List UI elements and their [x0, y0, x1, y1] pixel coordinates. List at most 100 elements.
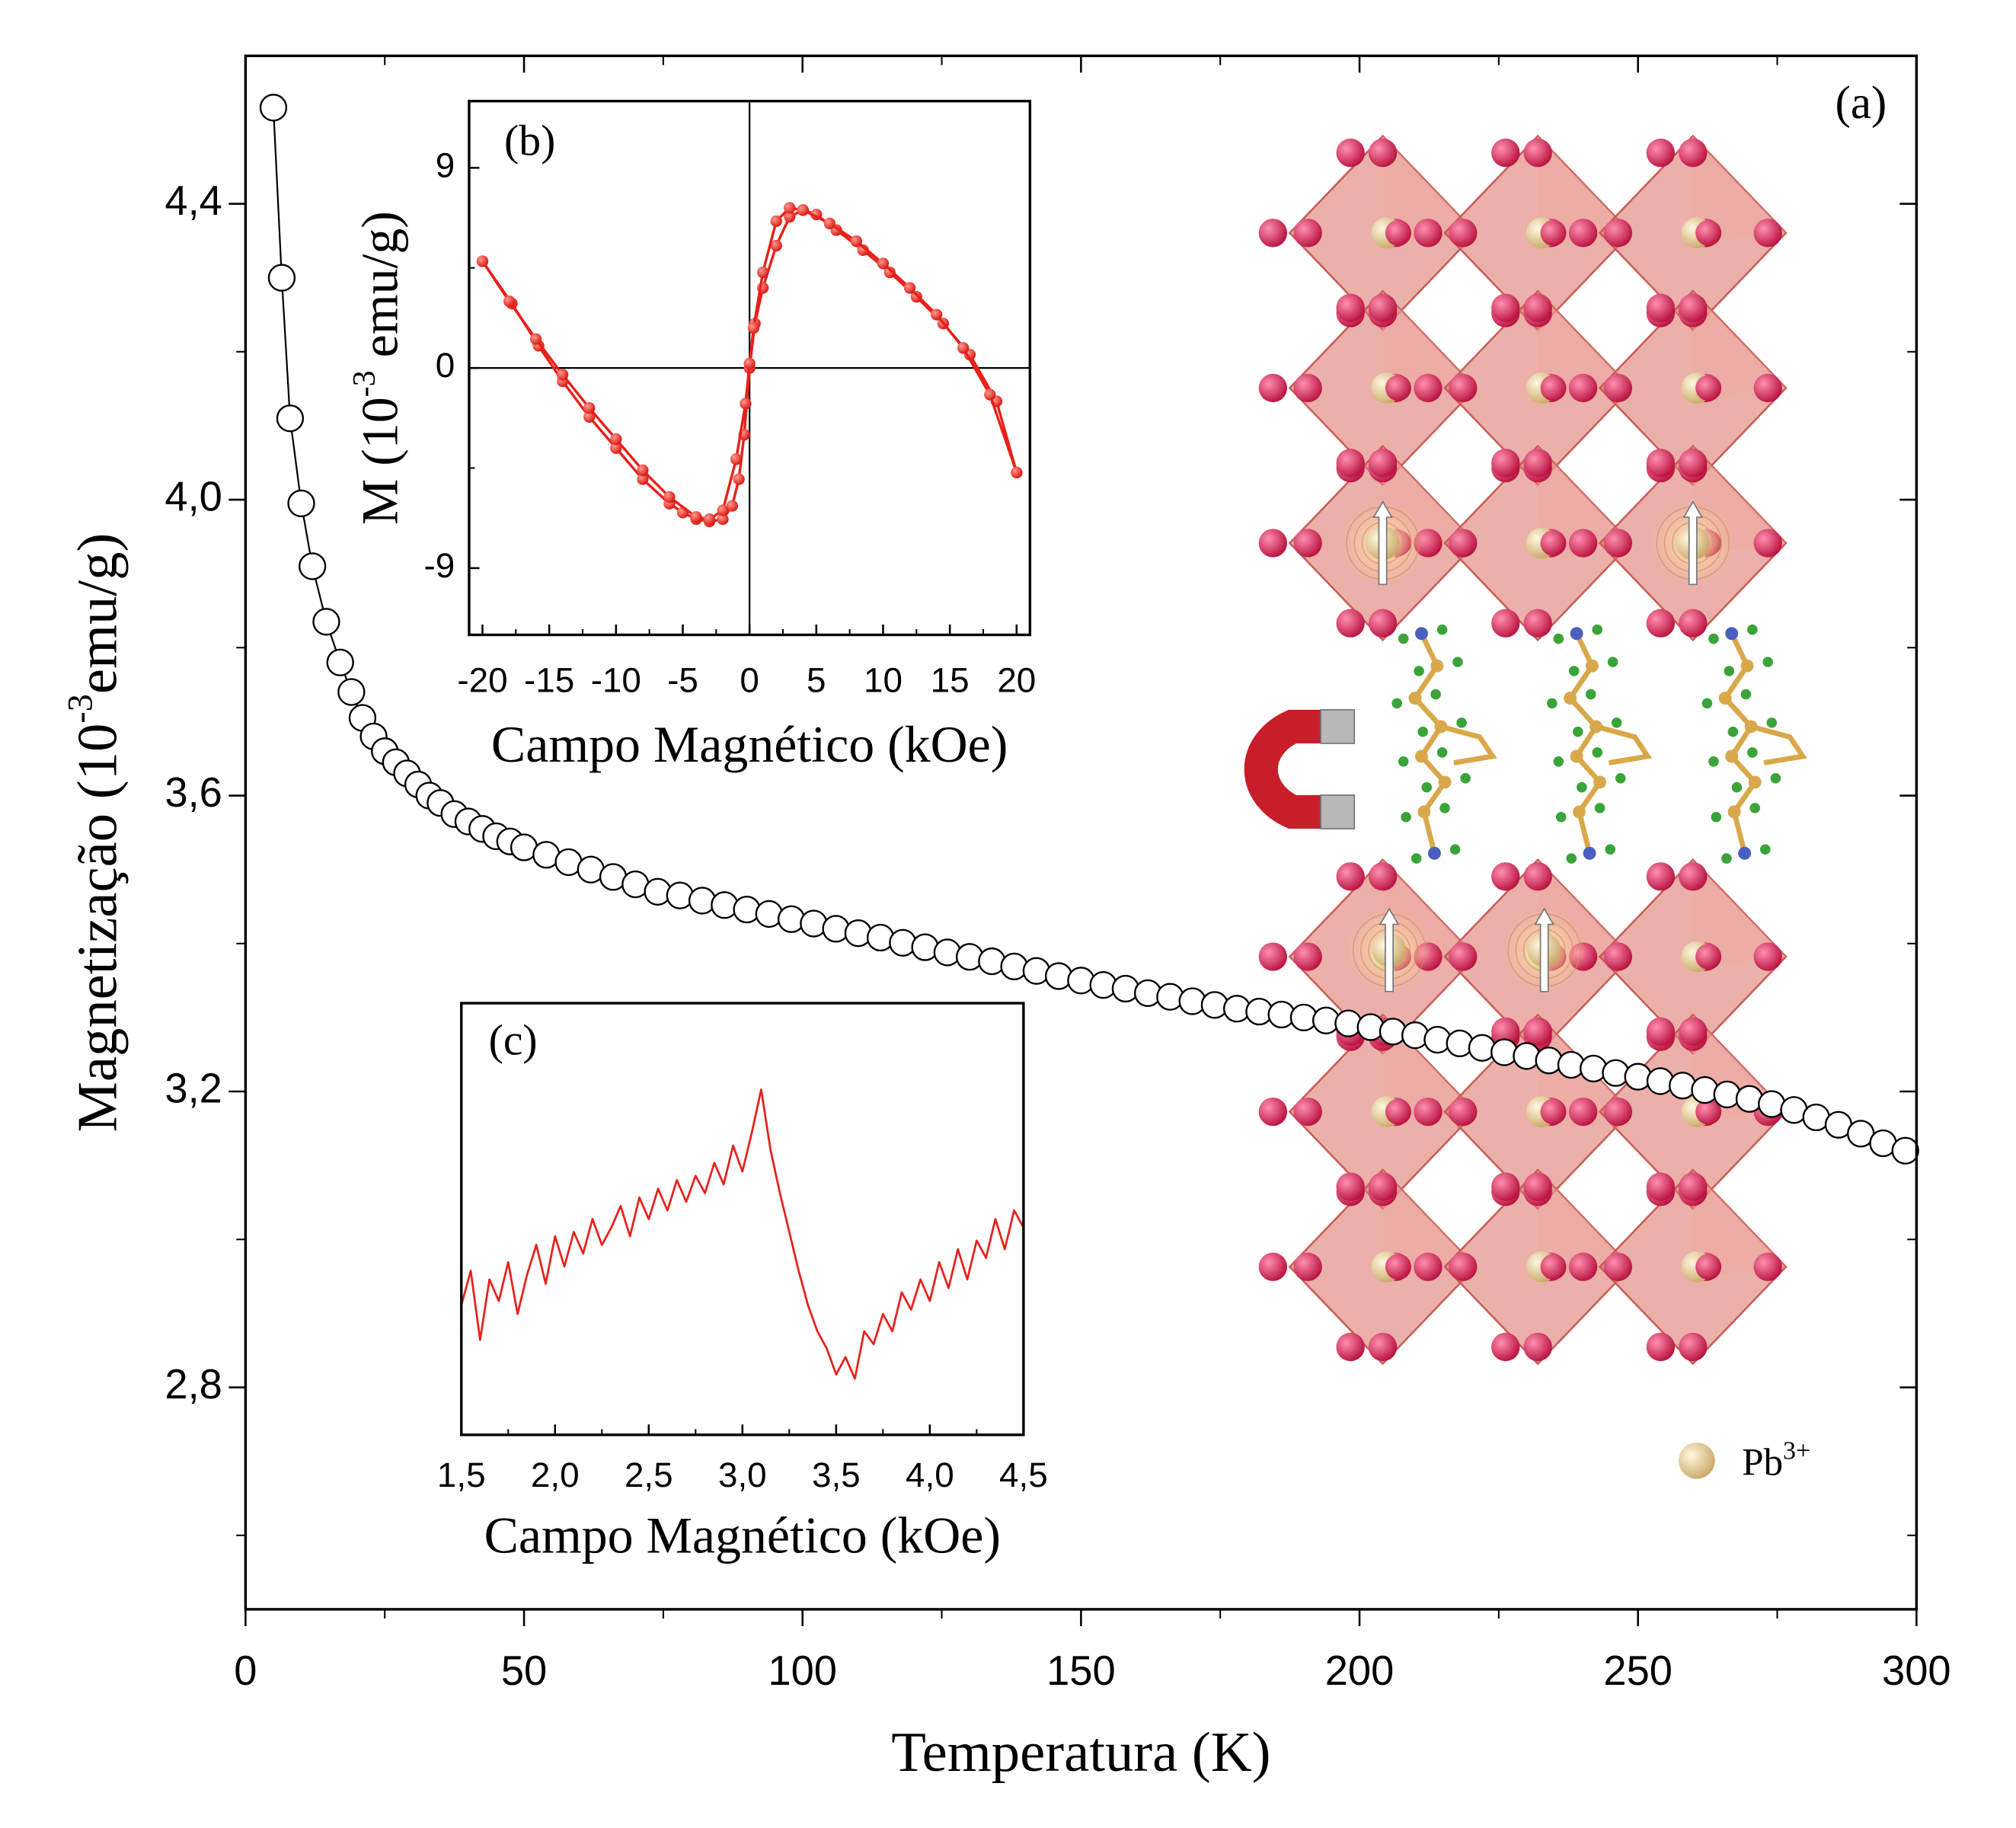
oxygen-atom: [1336, 609, 1365, 638]
hydrogen-atom: [1414, 666, 1424, 676]
oxygen-atom: [1523, 1332, 1552, 1362]
data-point: [822, 915, 850, 943]
data-point: [688, 887, 717, 915]
data-marker: [690, 511, 702, 523]
hydrogen-atom: [1439, 803, 1450, 813]
hydrogen-atom: [1456, 717, 1467, 728]
data-marker: [637, 464, 649, 477]
data-marker: [726, 500, 738, 512]
oxygen-atom: [1385, 1098, 1411, 1125]
x-axis-title: Campo Magnético (kOe): [484, 1507, 1001, 1564]
x-tick-label: 4,5: [999, 1456, 1048, 1494]
oxygen-atom: [1646, 609, 1676, 638]
oxygen-atom: [1491, 862, 1520, 891]
x-axis-title: Campo Magnético (kOe): [491, 716, 1008, 773]
y-tick-label: 9: [436, 145, 455, 184]
hydrogen-atom: [1577, 781, 1587, 793]
hydrogen-atom: [1411, 853, 1422, 864]
oxygen-atom: [1368, 293, 1398, 322]
oxygen-atom: [1336, 293, 1365, 322]
y-axis-title-exponent: -3: [347, 370, 382, 397]
oxygen-atom: [1336, 449, 1365, 478]
chain-atom: [1740, 659, 1754, 673]
oxygen-atom: [1568, 1252, 1598, 1281]
hydrogen-atom: [1460, 773, 1471, 784]
oxygen-atom: [1523, 609, 1552, 638]
panel-label: (c): [489, 1017, 538, 1065]
hydrogen-atom: [1762, 657, 1774, 667]
data-point: [711, 891, 739, 919]
oxygen-atom: [1753, 942, 1782, 971]
oxygen-atom: [1753, 373, 1782, 403]
octahedron-face: [1692, 291, 1786, 398]
data-point: [1891, 1136, 1919, 1165]
hydrogen-atom: [1760, 844, 1771, 855]
oxygen-atom: [1679, 609, 1708, 638]
data-point: [326, 648, 354, 676]
octahedron-face: [1382, 1169, 1476, 1277]
chain-atom: [1589, 720, 1603, 733]
chain-atom: [1570, 749, 1583, 763]
oxygen-atom: [1258, 1252, 1288, 1281]
oxygen-atom: [1491, 609, 1520, 638]
chain-atom: [1438, 775, 1452, 789]
x-tick-label: 100: [768, 1647, 837, 1694]
chain-atom: [1414, 627, 1428, 641]
data-point: [1468, 1034, 1497, 1062]
oxygen-atom: [1679, 1332, 1708, 1362]
x-tick-label: 20: [997, 660, 1036, 699]
oxygen-atom: [1258, 942, 1288, 971]
x-tick-label: -10: [591, 660, 641, 699]
oxygen-atom: [1646, 862, 1676, 891]
data-marker: [717, 504, 729, 516]
data-marker: [823, 217, 835, 229]
oxygen-atom: [1646, 1172, 1676, 1201]
oxygen-atom: [1368, 1332, 1398, 1362]
data-point: [1356, 1013, 1385, 1041]
oxygen-atom: [1491, 1332, 1520, 1362]
oxygen-atom: [1385, 219, 1411, 246]
data-point: [298, 552, 327, 580]
data-point: [276, 404, 305, 433]
oxygen-atom: [1258, 219, 1288, 248]
oxygen-atom: [1293, 219, 1322, 248]
y-axis-title: Magnetização (10-3emu/g): [61, 533, 129, 1133]
data-point: [933, 938, 962, 967]
data-point: [287, 489, 315, 518]
chain-atom: [1725, 627, 1739, 641]
data-marker: [717, 513, 729, 526]
hydrogen-atom: [1401, 811, 1411, 823]
octahedron-face: [1538, 291, 1631, 398]
spin-arrow: [1682, 500, 1704, 586]
data-marker: [733, 473, 745, 485]
y-axis-title: M (10-3 emu/g): [347, 211, 409, 525]
inset-background: [461, 1003, 1024, 1435]
oxygen-atom: [1523, 1017, 1552, 1047]
x-tick-label: 50: [501, 1647, 547, 1694]
hydrogen-atom: [1592, 747, 1603, 758]
data-line: [460, 1088, 1025, 1380]
data-point: [337, 678, 366, 706]
chain-atom: [1725, 749, 1739, 763]
hydrogen-atom: [1547, 698, 1558, 709]
panel: 0 50 100 150 200 250 3002,83,23,64,04,4(a)Temp…: [61, 54, 1951, 1784]
pb-legend-label: Pb3+: [1742, 1437, 1810, 1484]
oxygen-atom: [1603, 219, 1633, 248]
pb-legend-marker: [1679, 1442, 1715, 1479]
x-tick-label: -5: [667, 660, 698, 699]
hydrogen-atom: [1766, 717, 1778, 728]
hydrogen-atom: [1701, 698, 1713, 709]
data-point: [889, 928, 917, 957]
octahedron-face: [1538, 1169, 1631, 1277]
x-tick-label: 15: [931, 660, 970, 699]
data-marker: [883, 266, 896, 279]
hydrogen-atom: [1436, 747, 1448, 758]
plot-frame: [244, 54, 1919, 1611]
oxygen-atom: [1336, 862, 1365, 891]
hydrogen-atom: [1740, 689, 1752, 700]
oxygen-atom: [1603, 373, 1633, 403]
hydrogen-atom: [1436, 624, 1448, 635]
oxygen-atom: [1491, 1017, 1520, 1047]
x-tick-label: 0: [740, 660, 759, 699]
panel-label: (b): [504, 117, 555, 165]
